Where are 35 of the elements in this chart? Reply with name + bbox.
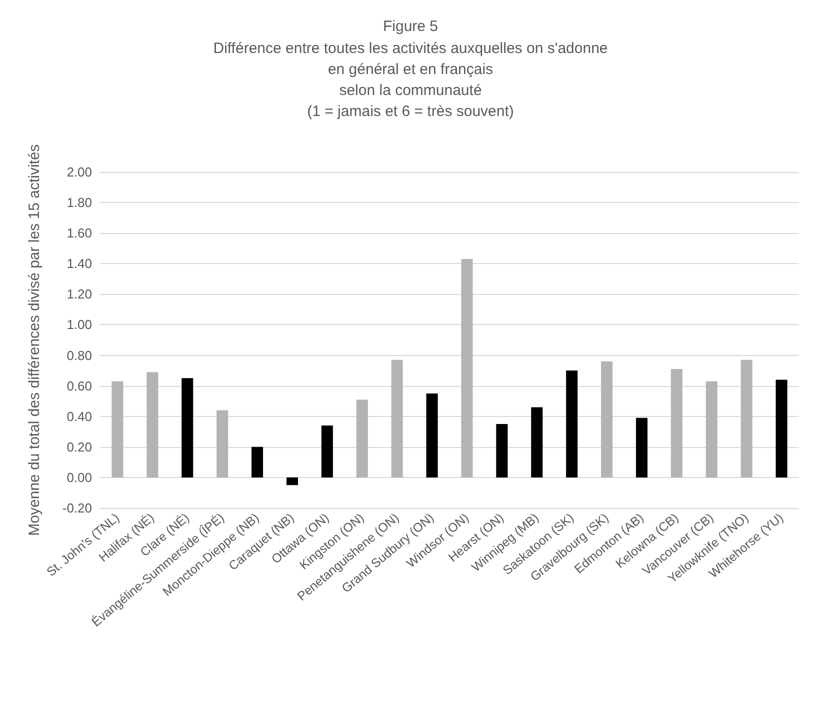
y-tick-label: 0.00 xyxy=(66,470,92,485)
y-tick-label: 0.80 xyxy=(66,348,92,363)
chart-title: Figure 5 xyxy=(382,18,438,35)
y-tick-label: 1.40 xyxy=(66,256,92,272)
y-tick-label: 1.60 xyxy=(66,226,92,241)
y-tick-label: 0.60 xyxy=(66,378,92,394)
bar xyxy=(496,424,508,478)
bar xyxy=(321,426,333,478)
y-tick-label: 2.00 xyxy=(66,164,92,180)
y-tick-label: 1.00 xyxy=(66,317,92,332)
bar xyxy=(391,360,403,478)
bar xyxy=(461,259,473,478)
bar xyxy=(146,372,158,478)
bar xyxy=(706,381,718,478)
bar xyxy=(670,369,682,478)
bar xyxy=(182,378,194,478)
y-axis-title: Moyenne du total des différences divisé par les 15 activités xyxy=(26,144,43,536)
chart-subtitle: Différence entre toutes les activités auxquelles on s'adonne en général et en français selon la communauté (1 = jamais et 6 = très souvent) xyxy=(213,40,608,120)
y-tick-label: 0.40 xyxy=(66,408,92,424)
bar xyxy=(112,381,124,478)
bar xyxy=(252,446,264,478)
bar xyxy=(531,407,543,478)
bar xyxy=(426,393,438,478)
bar xyxy=(636,418,648,478)
bar xyxy=(740,360,752,478)
y-tick-label: 1.20 xyxy=(66,286,92,302)
y-tick-label: 1.80 xyxy=(66,195,92,210)
bar xyxy=(286,477,298,486)
bar xyxy=(601,361,613,478)
bar xyxy=(566,370,578,478)
y-tick-label: 0.20 xyxy=(66,439,92,454)
bar xyxy=(356,400,368,478)
y-tick-label: -0.20 xyxy=(62,500,92,516)
bar xyxy=(776,380,788,478)
bar xyxy=(216,410,228,478)
